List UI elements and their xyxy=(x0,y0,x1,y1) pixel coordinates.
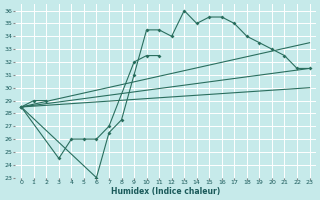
X-axis label: Humidex (Indice chaleur): Humidex (Indice chaleur) xyxy=(111,187,220,196)
